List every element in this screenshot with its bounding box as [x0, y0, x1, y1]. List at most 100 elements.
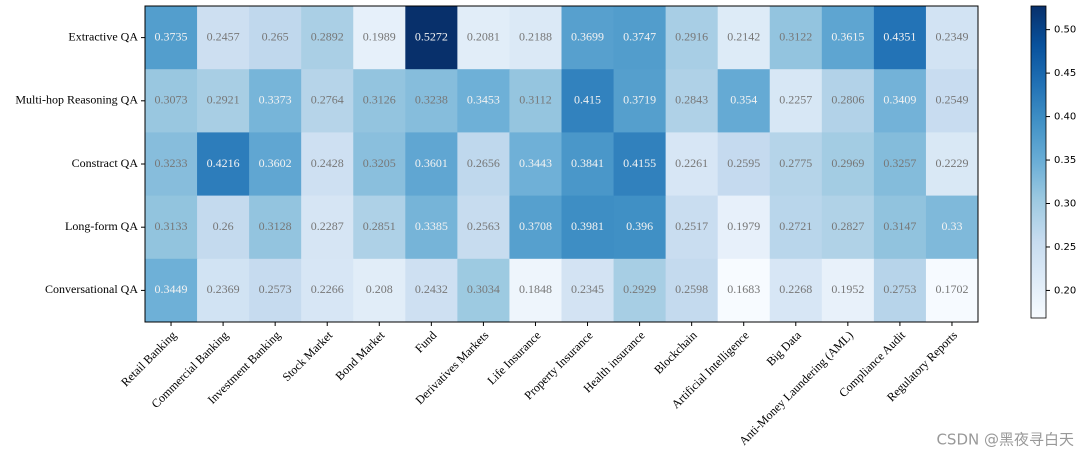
cell-label: 0.3615: [831, 29, 864, 43]
heatmap-cell: [353, 132, 406, 197]
cell-label: 0.3257: [883, 156, 916, 170]
heatmap-cell: [613, 258, 667, 323]
heatmap-cell: [769, 69, 823, 133]
cell-label: 0.5272: [415, 29, 448, 43]
cell-label: 0.3453: [467, 93, 500, 107]
heatmap-cell: [301, 69, 354, 133]
heatmap-cell: [457, 132, 510, 197]
colorbar-tick-label: 0.40: [1054, 112, 1076, 123]
heatmap-cell: [405, 69, 458, 133]
heatmap-cell: [821, 258, 875, 323]
cell-label: 0.2349: [935, 29, 968, 43]
cell-label: 0.3841: [571, 156, 604, 170]
cell-label: 0.3233: [155, 156, 188, 170]
cell-label: 0.26: [213, 219, 234, 233]
heatmap-cell: [249, 132, 302, 197]
heatmap-cell: [665, 195, 719, 260]
cell-label: 0.2345: [571, 282, 604, 296]
cell-label: 0.2432: [415, 282, 448, 296]
cell-label: 0.2827: [831, 219, 864, 233]
heatmap-cell: [249, 6, 302, 70]
heatmap-cell: [613, 195, 667, 260]
heatmap-cell: [145, 132, 198, 197]
cell-label: 0.3747: [623, 29, 656, 43]
heatmap-cell: [249, 195, 302, 260]
heatmap-cell: [509, 258, 562, 323]
cell-label: 0.2266: [311, 282, 344, 296]
heatmap-cell: [925, 69, 979, 133]
heatmap-cell: [353, 6, 406, 70]
heatmap-cell: [561, 132, 615, 197]
cell-label: 0.3133: [155, 219, 188, 233]
heatmap-cell: [405, 258, 458, 323]
cell-label: 0.2428: [311, 156, 344, 170]
y-tick-label: Conversational QA: [45, 282, 138, 296]
cell-label: 0.4155: [623, 156, 656, 170]
x-tick-label: Blockchain: [651, 328, 700, 377]
heatmap-cell: [405, 195, 458, 260]
cell-label: 0.2921: [207, 93, 240, 107]
cell-label: 0.3449: [155, 282, 188, 296]
heatmap-cell: [197, 6, 250, 70]
cell-label: 0.3205: [363, 156, 396, 170]
x-tick-label: Fund: [412, 328, 439, 355]
cell-label: 0.3147: [883, 219, 916, 233]
cell-label: 0.1848: [519, 282, 552, 296]
cell-label: 0.3735: [155, 29, 188, 43]
heatmap-cell: [821, 195, 875, 260]
cell-label: 0.3981: [571, 219, 604, 233]
heatmap-cell: [561, 258, 615, 323]
cell-label: 0.2517: [675, 219, 708, 233]
x-tick-label: Stock Market: [279, 328, 335, 384]
heatmap-cell: [717, 6, 771, 70]
cell-label: 0.2969: [831, 156, 864, 170]
heatmap-cell: [353, 69, 406, 133]
heatmap-cell: [405, 132, 458, 197]
colorbar-tick-label: 0.30: [1054, 199, 1076, 210]
cell-label: 0.2549: [935, 93, 968, 107]
cell-label: 0.2929: [623, 282, 656, 296]
cell-label: 0.2843: [675, 93, 708, 107]
heatmap-cell: [301, 195, 354, 260]
cell-label: 0.4216: [207, 156, 240, 170]
cell-label: 0.1952: [831, 282, 864, 296]
cell-label: 0.4351: [883, 29, 916, 43]
cell-label: 0.2764: [311, 93, 344, 107]
x-tick-label: Bond Market: [332, 328, 387, 383]
cell-label: 0.2229: [935, 156, 968, 170]
cell-label: 0.2261: [675, 156, 708, 170]
cell-label: 0.208: [366, 282, 393, 296]
cell-label: 0.2573: [259, 282, 292, 296]
colorbar-tick-label: 0.25: [1054, 242, 1076, 253]
heatmap-cell: [145, 69, 198, 133]
cell-label: 0.3719: [623, 93, 656, 107]
heatmap-cell: [145, 258, 198, 323]
cell-label: 0.396: [626, 219, 653, 233]
cell-label: 0.2598: [675, 282, 708, 296]
heatmap-cell: [873, 6, 927, 70]
cell-label: 0.354: [730, 93, 757, 107]
cell-label: 0.3601: [415, 156, 448, 170]
cell-label: 0.3034: [467, 282, 500, 296]
cell-label: 0.3112: [519, 93, 552, 107]
cell-label: 0.2457: [207, 29, 240, 43]
cell-label: 0.3385: [415, 219, 448, 233]
heatmap-cell: [769, 6, 823, 70]
heatmap-cell: [925, 6, 979, 70]
cell-label: 0.2656: [467, 156, 500, 170]
heatmap-cell: [301, 6, 354, 70]
cell-label: 0.3122: [779, 29, 812, 43]
heatmap-cell: [821, 69, 875, 133]
heatmap-cell: [613, 6, 667, 70]
heatmap-cell: [561, 6, 615, 70]
cell-label: 0.2892: [311, 29, 344, 43]
heatmap-cell: [769, 132, 823, 197]
heatmap-cell: [509, 195, 562, 260]
cell-label: 0.3409: [883, 93, 916, 107]
heatmap-cell: [925, 195, 979, 260]
heatmap-cell: [405, 6, 458, 70]
cell-label: 0.2916: [675, 29, 708, 43]
heatmap-cell: [873, 132, 927, 197]
cell-label: 0.2753: [883, 282, 916, 296]
heatmap-cell: [457, 258, 510, 323]
